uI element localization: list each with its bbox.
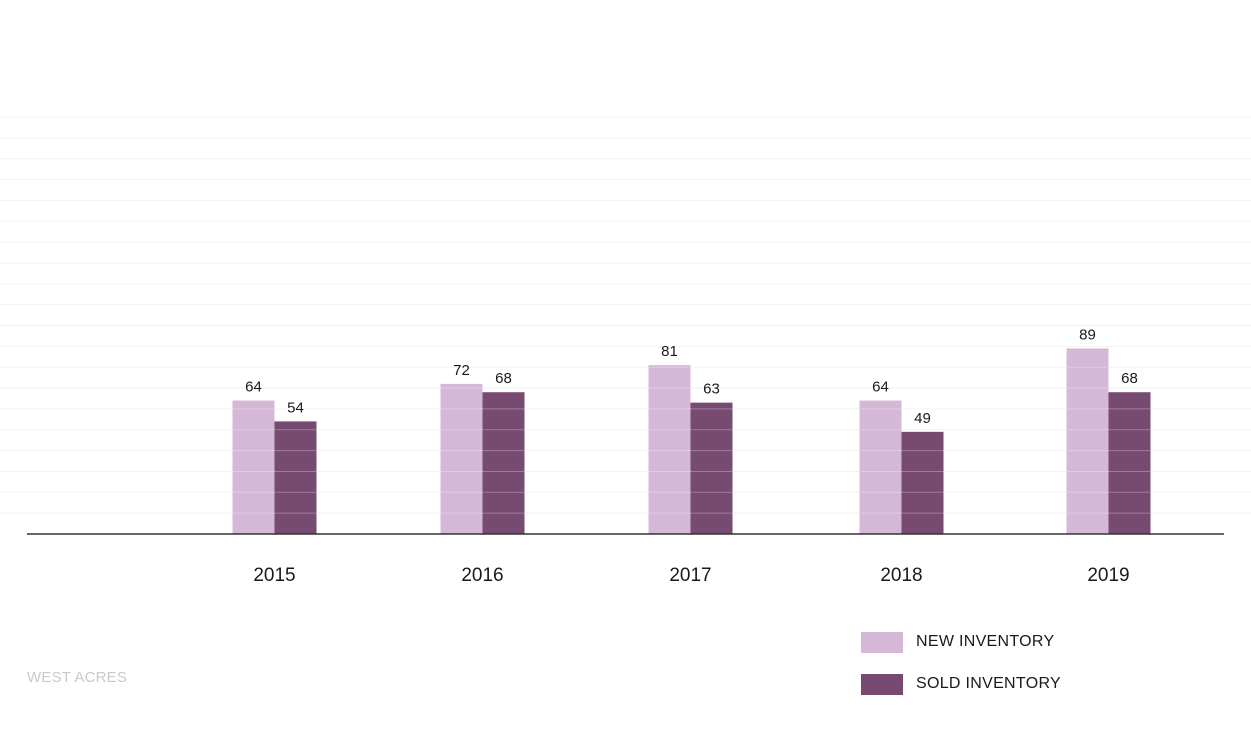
bar-sold-2016 (482, 392, 525, 534)
bar-stripes (232, 366, 1151, 514)
bar-sold-2019 (1108, 392, 1151, 534)
legend-swatch-sold (861, 673, 903, 695)
label-sold-2017: 63 (703, 381, 720, 398)
label-new-2017: 81 (661, 343, 678, 360)
bars (232, 348, 1151, 534)
x-tick-2015: 2015 (253, 565, 295, 586)
bar-sold-2018 (901, 431, 944, 534)
footer-brand: WEST ACRES (27, 669, 128, 686)
x-tick-labels: 2015 2016 2017 2018 2019 (253, 565, 1129, 586)
label-new-2015: 64 (245, 379, 262, 396)
x-tick-2018: 2018 (880, 565, 922, 586)
x-tick-2016: 2016 (461, 565, 503, 586)
label-new-2019: 89 (1079, 326, 1096, 343)
x-tick-2017: 2017 (669, 565, 711, 586)
bar-new-2016 (440, 383, 483, 534)
bar-sold-2017 (690, 402, 733, 534)
legend-item-sold: SOLD INVENTORY (861, 663, 1061, 705)
x-tick-2019: 2019 (1087, 565, 1129, 586)
label-sold-2016: 68 (495, 370, 512, 387)
bar-sold-2015 (274, 421, 317, 534)
legend: NEW INVENTORY SOLD INVENTORY (861, 621, 1061, 705)
bar-new-2015 (232, 400, 275, 534)
legend-label-new: NEW INVENTORY (916, 633, 1055, 650)
legend-swatch-new (861, 631, 903, 653)
bar-new-2018 (859, 400, 902, 534)
gridlines (0, 116, 1251, 514)
bar-new-2019 (1066, 348, 1109, 534)
legend-label-sold: SOLD INVENTORY (916, 675, 1061, 692)
label-new-2016: 72 (453, 362, 470, 379)
label-new-2018: 64 (872, 379, 889, 396)
label-sold-2018: 49 (914, 410, 931, 427)
label-sold-2019: 68 (1121, 370, 1138, 387)
label-sold-2015: 54 (287, 399, 304, 416)
bar-new-2017 (648, 365, 691, 534)
data-labels: 64 54 72 68 81 63 64 49 89 68 (245, 326, 1138, 426)
legend-item-new: NEW INVENTORY (861, 621, 1061, 663)
